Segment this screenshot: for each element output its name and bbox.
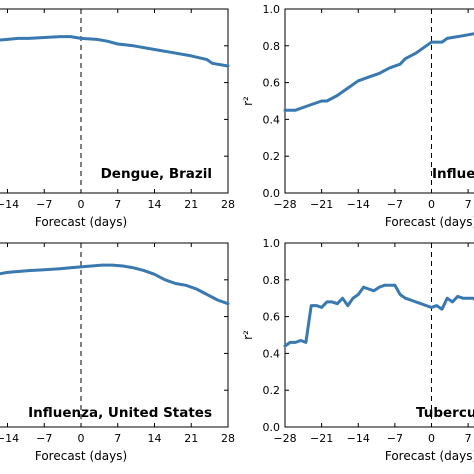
- x-tick-label: −14: [347, 432, 370, 445]
- x-tick-label: 0: [78, 432, 85, 445]
- x-tick-label: 7: [114, 432, 121, 445]
- x-axis-label: Forecast (days): [35, 215, 127, 229]
- x-tick-label: 21: [184, 198, 198, 211]
- x-tick-label: −7: [387, 432, 403, 445]
- x-tick-label: 0: [78, 198, 85, 211]
- x-tick-label: 7: [465, 432, 472, 445]
- y-axis-label: r²: [241, 330, 255, 340]
- x-tick-label: 14: [148, 432, 162, 445]
- panel-influenza-united-states: −28−21−14−7071421280.00.20.40.60.81.0 In…: [0, 242, 235, 463]
- panel-title: Influenza, Brazil: [432, 166, 474, 182]
- x-tick-label: −7: [36, 432, 52, 445]
- x-tick-label: −21: [310, 432, 333, 445]
- series-line: [283, 283, 474, 348]
- x-tick-label: −28: [273, 198, 296, 211]
- panel-axes: −28−21−14−7071421280.00.20.40.60.81.0: [263, 237, 474, 445]
- series-line: [283, 32, 474, 112]
- x-tick-label: 0: [428, 198, 435, 211]
- y-tick-label: 0.8: [263, 274, 281, 287]
- x-tick-label: −7: [387, 198, 403, 211]
- series-line: [0, 35, 230, 68]
- y-tick-label: 0.2: [263, 384, 281, 397]
- panel-influenza-brazil: −28−21−14−7071421280.00.20.40.60.81.0 In…: [241, 3, 474, 229]
- x-tick-label: −14: [347, 198, 370, 211]
- x-tick-label: 7: [114, 198, 121, 211]
- x-tick-label: 7: [465, 198, 472, 211]
- x-tick-label: 14: [148, 198, 162, 211]
- x-tick-label: −21: [310, 198, 333, 211]
- x-tick-label: 28: [221, 198, 235, 211]
- y-tick-label: 0.4: [263, 347, 281, 360]
- y-tick-label: 0.8: [263, 40, 281, 53]
- x-axis-label: Forecast (days): [385, 449, 474, 463]
- x-axis-label: Forecast (days): [35, 449, 127, 463]
- y-tick-label: 1.0: [263, 3, 281, 16]
- panel-title: Influenza, United States: [28, 405, 212, 421]
- x-axis-label: Forecast (days): [385, 215, 474, 229]
- y-axis-label: r²: [241, 96, 255, 106]
- panel-axes: −28−21−14−7071421280.00.20.40.60.81.0: [263, 3, 474, 211]
- y-tick-label: 0.2: [263, 150, 281, 163]
- panel-title: Dengue, Brazil: [101, 166, 212, 182]
- x-tick-label: −7: [36, 198, 52, 211]
- y-tick-label: 0.0: [263, 421, 281, 434]
- x-tick-label: −14: [0, 198, 19, 211]
- y-tick-label: 0.4: [263, 113, 281, 126]
- x-tick-label: −28: [273, 432, 296, 445]
- x-tick-label: 21: [184, 432, 198, 445]
- x-tick-label: 0: [428, 432, 435, 445]
- x-tick-label: 28: [221, 432, 235, 445]
- y-tick-label: 1.0: [263, 237, 281, 250]
- y-tick-label: 0.6: [263, 77, 281, 90]
- plot-frame: [284, 242, 474, 428]
- series-line: [0, 263, 230, 306]
- panel-dengue-brazil: −28−21−14−7071421280.00.20.40.60.81.0 De…: [0, 8, 235, 229]
- y-tick-label: 0.6: [263, 311, 281, 324]
- panel-tuberculosis-china: −28−21−14−7071421280.00.20.40.60.81.0 Tu…: [241, 237, 474, 463]
- x-tick-label: −14: [0, 432, 19, 445]
- y-tick-label: 0.0: [263, 187, 281, 200]
- panel-title: Tuberculosis, China: [416, 405, 474, 421]
